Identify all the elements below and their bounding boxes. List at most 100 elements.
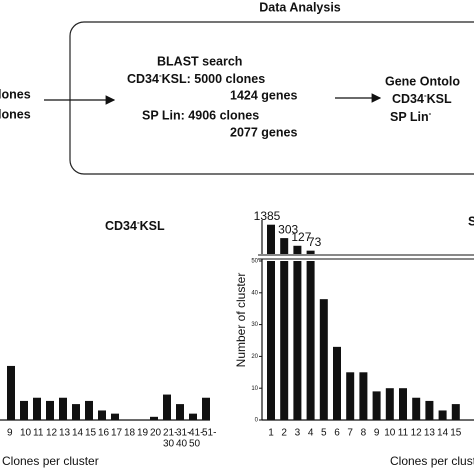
bar: [176, 404, 184, 420]
y-tick-label: 10: [251, 386, 258, 392]
bar: [412, 397, 421, 420]
x-tick-sublabel: 50: [189, 439, 201, 450]
text-part: KSL: [427, 92, 452, 106]
bar-upper: [280, 238, 289, 254]
bar: [72, 404, 80, 420]
bar: [333, 346, 341, 420]
bar: [267, 261, 275, 420]
y-tick-label: 40: [251, 290, 258, 296]
data-label: 1385: [254, 209, 281, 223]
blast-line: 1424 genes: [230, 88, 297, 102]
text-part: KSL: 5000 clones: [162, 72, 266, 86]
bar: [280, 261, 289, 420]
bar: [163, 394, 171, 420]
bar: [46, 400, 54, 420]
bar: [359, 372, 368, 420]
bar: [20, 400, 28, 420]
x-tick-label: 12: [411, 428, 423, 439]
x-tick-label: 9: [7, 428, 13, 439]
x-axis-label: Clones per cluster: [2, 454, 99, 468]
bar: [451, 404, 460, 420]
blast-line: CD34-KSL: 5000 clones: [127, 71, 265, 87]
x-tick-label: 12: [46, 428, 58, 439]
bar: [111, 413, 119, 420]
bar: [438, 410, 447, 420]
x-tick-label: 3: [295, 428, 301, 439]
x-tick-label: 15: [450, 428, 462, 439]
data-label: 73: [308, 235, 322, 249]
bar: [7, 365, 15, 420]
x-tick-sublabel: 40: [176, 439, 188, 450]
bar: [372, 391, 381, 420]
x-tick-label: 8: [361, 428, 367, 439]
y-tick-label: 50: [251, 259, 258, 265]
x-tick-label: 18: [124, 428, 136, 439]
x-tick-label: 11: [398, 428, 409, 439]
go-heading: Gene Ontolo: [385, 74, 460, 88]
bar-upper: [306, 250, 315, 254]
text-part: KSL: [140, 219, 165, 233]
text-part: CD34: [127, 72, 159, 86]
bar: [98, 410, 106, 420]
x-tick-label: 7: [347, 428, 353, 439]
text-part: CD34: [392, 92, 424, 106]
data-label: 127: [291, 230, 311, 244]
bar: [33, 397, 41, 420]
x-tick-label: 17: [111, 428, 123, 439]
bar: [385, 388, 394, 420]
chart-title: S: [468, 214, 474, 228]
y-axis-label: Number of cluster: [234, 273, 248, 368]
blast-line: 2077 genes: [230, 125, 297, 139]
x-tick-label: 5: [321, 428, 327, 439]
x-tick-label: 14: [437, 428, 449, 439]
superscript: -: [159, 71, 162, 80]
bar-upper: [267, 224, 275, 254]
x-tick-label: 13: [59, 428, 71, 439]
chart-title: CD34-KSL: [105, 218, 165, 234]
x-tick-label: 51-: [202, 428, 216, 439]
x-tick-label: 14: [72, 428, 84, 439]
bar: [306, 261, 315, 420]
x-tick-label: 4: [308, 428, 314, 439]
bar: [189, 413, 197, 420]
superscript: -: [137, 218, 140, 227]
data-label: 303: [278, 222, 298, 236]
bar: [346, 372, 355, 420]
x-tick-label: 2: [281, 428, 287, 439]
bar: [202, 397, 210, 420]
x-tick-label: 19: [137, 428, 149, 439]
bar: [319, 299, 328, 420]
bar: [425, 400, 434, 420]
y-tick-label: 30: [251, 322, 258, 328]
y-tick-label: 20: [251, 354, 258, 360]
x-tick-label: 31-: [176, 428, 190, 439]
x-tick-label: 20: [150, 428, 162, 439]
go-line: SP Lin-: [390, 109, 432, 125]
x-tick-label: 21-: [163, 428, 177, 439]
axis-break: [258, 255, 470, 259]
x-tick-label: 41-: [189, 428, 203, 439]
blast-heading: BLAST search: [157, 54, 242, 68]
bar: [85, 400, 93, 420]
x-tick-label: 1: [268, 428, 274, 439]
superscript: -: [429, 109, 432, 118]
x-tick-label: 10: [384, 428, 396, 439]
x-tick-label: 15: [85, 428, 97, 439]
bar: [59, 397, 67, 420]
x-tick-label: 11: [33, 428, 44, 439]
x-tick-label: 9: [374, 428, 380, 439]
blast-line: SP Lin: 4906 clones: [142, 108, 259, 122]
text-part: SP Lin: [390, 110, 429, 124]
x-tick-label: 6: [334, 428, 340, 439]
y-tick-label: 0: [255, 418, 259, 424]
left-line: lones: [0, 87, 31, 101]
x-tick-sublabel: 30: [163, 439, 175, 450]
diagram-title: Data Analysis: [259, 0, 341, 14]
text-part: CD34: [105, 219, 137, 233]
analysis-box: [69, 21, 474, 175]
superscript: -: [424, 91, 427, 100]
go-line: CD34-KSL: [392, 91, 452, 107]
x-tick-label: 16: [98, 428, 110, 439]
bar: [150, 416, 158, 420]
